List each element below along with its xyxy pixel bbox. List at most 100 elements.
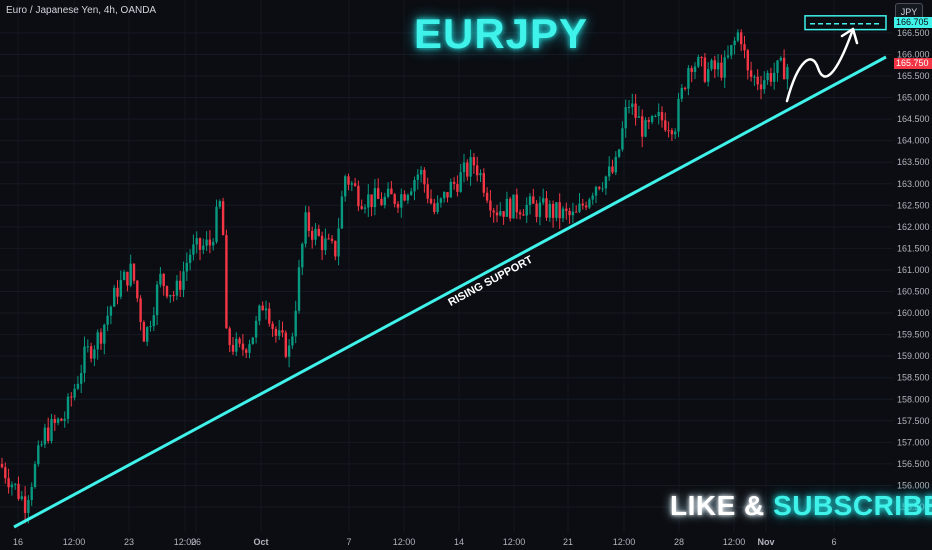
candle-body bbox=[439, 198, 443, 203]
candle-body bbox=[235, 338, 238, 352]
candle-body bbox=[608, 166, 611, 177]
candle-body bbox=[132, 263, 136, 281]
candle-body bbox=[149, 326, 152, 328]
candle-body bbox=[660, 112, 664, 121]
candle-body bbox=[393, 194, 396, 204]
candle-body bbox=[756, 76, 759, 85]
candle-body bbox=[664, 120, 667, 131]
candle-body bbox=[522, 214, 525, 216]
candle-body bbox=[136, 280, 139, 299]
candle-body bbox=[525, 204, 528, 216]
candle-body bbox=[27, 499, 30, 514]
time-tick-label: 12:00 bbox=[393, 537, 416, 547]
price-tick-label: 166.000 bbox=[897, 49, 930, 59]
candle-body bbox=[410, 191, 413, 195]
candle-body bbox=[43, 427, 47, 445]
candle-body bbox=[782, 57, 786, 80]
last-price-tag: 165.750 bbox=[894, 58, 932, 69]
candle-body bbox=[726, 55, 730, 58]
price-tick-label: 158.500 bbox=[897, 373, 930, 383]
rising-support-line bbox=[13, 55, 887, 529]
candle-body bbox=[591, 195, 594, 200]
candle-body bbox=[578, 203, 581, 212]
candle-body bbox=[650, 115, 654, 122]
time-tick-label: 6 bbox=[831, 537, 836, 547]
candle-body bbox=[317, 228, 320, 236]
price-axis[interactable]: 155.500 156.000 156.500 157.000 157.500 158.0… bbox=[897, 28, 930, 512]
candle-body bbox=[116, 287, 119, 297]
cta-like: LIKE & bbox=[670, 490, 774, 521]
candle-body bbox=[588, 199, 591, 208]
candle-body bbox=[155, 284, 159, 316]
candle-body bbox=[472, 157, 476, 166]
candle-body bbox=[320, 235, 324, 251]
candle-body bbox=[89, 346, 93, 359]
price-tick-label: 162.000 bbox=[897, 222, 930, 232]
candle-body bbox=[495, 212, 499, 216]
candle-body bbox=[446, 191, 449, 198]
candle-body bbox=[350, 183, 353, 185]
candle-body bbox=[363, 207, 367, 209]
candle-body bbox=[716, 62, 720, 70]
candle-body bbox=[489, 200, 492, 211]
candle-body bbox=[604, 176, 608, 189]
candle-body bbox=[324, 238, 327, 251]
price-tick-label: 164.500 bbox=[897, 114, 930, 124]
candle-body bbox=[575, 211, 578, 213]
time-tick-label: Oct bbox=[253, 537, 268, 547]
overlays: RISING SUPPORT bbox=[13, 15, 887, 529]
candle-body bbox=[264, 308, 268, 311]
candle-body bbox=[66, 396, 70, 419]
candle-body bbox=[482, 173, 485, 193]
candle-body bbox=[142, 321, 146, 342]
candle-body bbox=[568, 210, 571, 216]
candle-body bbox=[380, 198, 383, 206]
candle-body bbox=[713, 60, 716, 70]
arrow-head-icon bbox=[840, 27, 859, 45]
time-tick-label: 23 bbox=[124, 537, 134, 547]
candle-body bbox=[759, 84, 763, 90]
candle-body bbox=[146, 327, 149, 342]
candle-body bbox=[558, 202, 561, 219]
candle-body bbox=[680, 87, 683, 99]
time-tick-label: Nov bbox=[757, 537, 774, 547]
projection-arrow bbox=[785, 30, 854, 103]
candle-body bbox=[462, 162, 466, 173]
candle-body bbox=[436, 202, 439, 212]
time-tick-label: 28 bbox=[674, 537, 684, 547]
candle-body bbox=[621, 128, 624, 150]
candle-body bbox=[419, 169, 423, 175]
candle-body bbox=[753, 76, 756, 78]
candle-body bbox=[287, 345, 291, 357]
candle-body bbox=[641, 116, 644, 137]
candle-body bbox=[231, 344, 235, 352]
candle-body bbox=[86, 346, 89, 348]
candle-body bbox=[667, 130, 670, 132]
candle-body bbox=[377, 188, 380, 199]
candle-body bbox=[297, 267, 301, 311]
candle-body bbox=[416, 174, 419, 181]
candle-body bbox=[766, 73, 769, 81]
candle-body bbox=[532, 196, 535, 204]
candle-body bbox=[548, 203, 551, 218]
time-tick-label: 12:00 bbox=[174, 537, 197, 547]
candle-body bbox=[459, 172, 462, 192]
candle-body bbox=[80, 373, 83, 384]
candle-body bbox=[330, 238, 334, 241]
candle-body bbox=[584, 205, 588, 208]
candle-body bbox=[278, 330, 281, 336]
candle-body bbox=[512, 194, 515, 219]
candle-body bbox=[185, 262, 188, 272]
candle-body bbox=[353, 183, 357, 186]
price-tick-label: 159.000 bbox=[897, 351, 930, 361]
candle-body bbox=[740, 32, 743, 45]
candle-body bbox=[571, 211, 575, 216]
candle-body bbox=[674, 131, 677, 135]
candle-body bbox=[284, 332, 287, 357]
candle-body bbox=[403, 194, 406, 201]
candle-body bbox=[683, 87, 687, 89]
candle-body bbox=[307, 212, 311, 231]
candle-body bbox=[334, 240, 337, 257]
